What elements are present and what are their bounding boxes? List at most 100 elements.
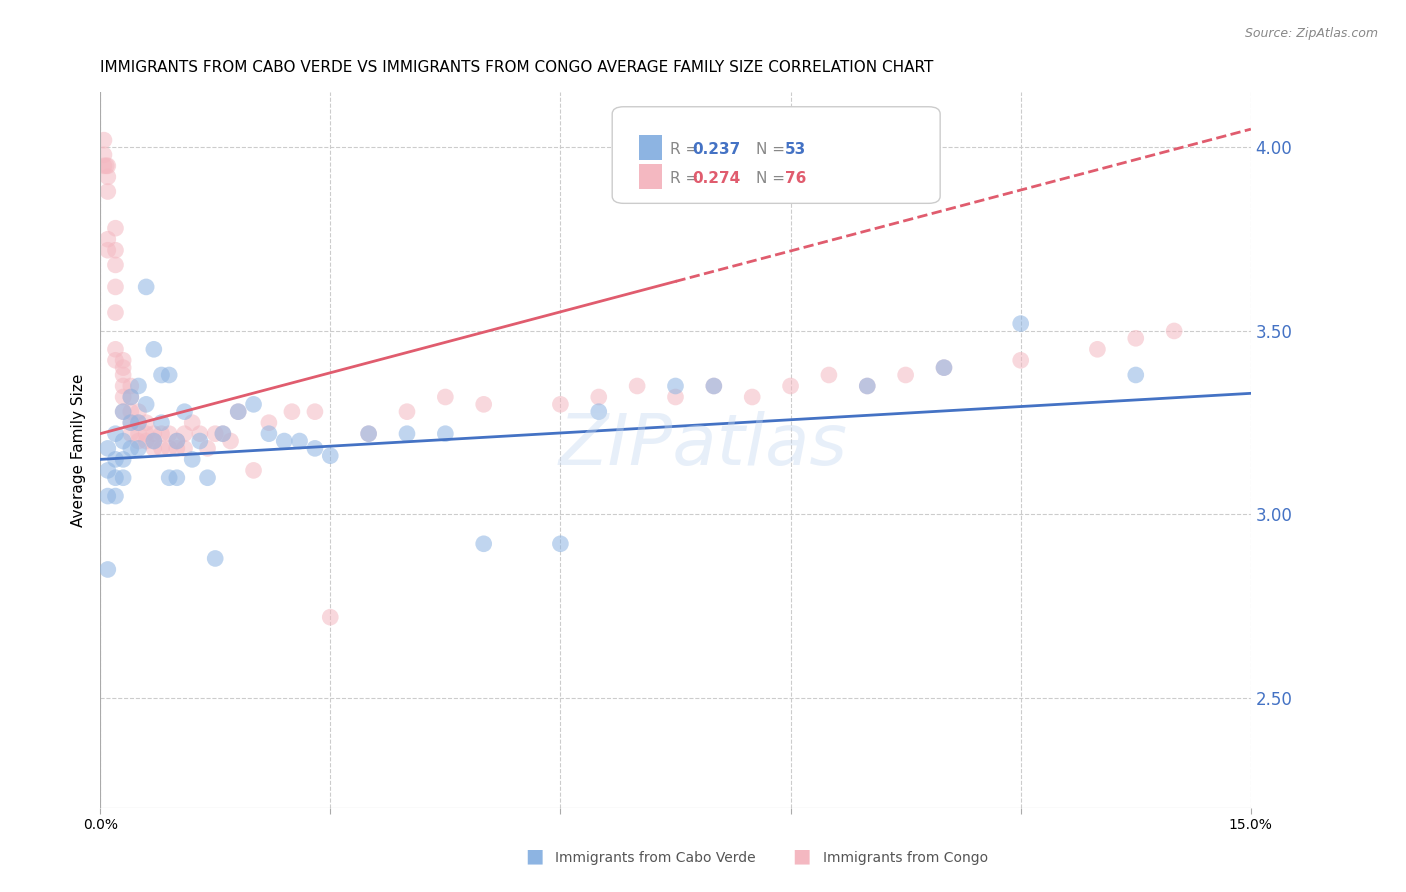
Point: [135, 397, 157, 411]
Point: [357, 426, 380, 441]
Bar: [638, 136, 662, 161]
Point: [281, 405, 304, 419]
Point: [120, 442, 142, 456]
Point: [157, 368, 180, 382]
Point: [472, 537, 495, 551]
Point: [226, 405, 249, 419]
Point: [97, 169, 120, 184]
Point: [104, 305, 127, 319]
Point: [120, 426, 142, 441]
Point: [157, 471, 180, 485]
Point: [127, 442, 149, 456]
Point: [588, 390, 610, 404]
Point: [135, 426, 157, 441]
Point: [932, 360, 955, 375]
Point: [112, 405, 135, 419]
Point: [166, 434, 188, 448]
Point: [97, 159, 120, 173]
Text: 76: 76: [785, 170, 806, 186]
Point: [127, 379, 149, 393]
Text: 0.274: 0.274: [693, 170, 741, 186]
Point: [1010, 353, 1032, 368]
Point: [550, 537, 572, 551]
Text: R =: R =: [669, 142, 703, 157]
Point: [166, 442, 188, 456]
Point: [1087, 343, 1109, 357]
Text: N =: N =: [756, 170, 790, 186]
Point: [97, 463, 120, 477]
Point: [127, 416, 149, 430]
Point: [357, 426, 380, 441]
Point: [197, 442, 219, 456]
Point: [96, 159, 118, 173]
FancyBboxPatch shape: [612, 107, 941, 203]
Point: [120, 416, 142, 430]
Point: [150, 416, 173, 430]
Point: [97, 489, 120, 503]
Point: [97, 562, 120, 576]
Point: [150, 368, 173, 382]
Point: [319, 449, 342, 463]
Point: [120, 390, 142, 404]
Point: [104, 452, 127, 467]
Text: ■: ■: [792, 847, 811, 865]
Point: [856, 379, 879, 393]
Point: [142, 434, 165, 448]
Point: [226, 405, 249, 419]
Text: Immigrants from Cabo Verde: Immigrants from Cabo Verde: [555, 851, 756, 865]
Point: [127, 416, 149, 430]
Point: [395, 405, 418, 419]
Point: [188, 434, 211, 448]
Text: Source: ZipAtlas.com: Source: ZipAtlas.com: [1244, 27, 1378, 40]
Point: [112, 434, 135, 448]
Point: [120, 379, 142, 393]
Point: [112, 405, 135, 419]
Point: [150, 426, 173, 441]
Point: [112, 353, 135, 368]
Point: [93, 159, 115, 173]
Point: [104, 353, 127, 368]
Point: [664, 379, 686, 393]
Point: [1125, 331, 1147, 345]
Point: [112, 360, 135, 375]
Point: [135, 434, 157, 448]
Point: [112, 452, 135, 467]
Point: [703, 379, 725, 393]
Point: [173, 442, 195, 456]
Text: N =: N =: [756, 142, 790, 157]
Point: [434, 426, 457, 441]
Point: [142, 426, 165, 441]
Point: [104, 426, 127, 441]
Point: [395, 426, 418, 441]
Point: [304, 442, 326, 456]
Point: [112, 379, 135, 393]
Point: [142, 434, 165, 448]
Point: [818, 368, 841, 382]
Text: ■: ■: [524, 847, 544, 865]
Point: [120, 390, 142, 404]
Text: R =: R =: [669, 170, 703, 186]
Point: [112, 390, 135, 404]
Point: [212, 426, 235, 441]
Point: [741, 390, 763, 404]
Point: [104, 489, 127, 503]
Point: [93, 133, 115, 147]
Point: [257, 416, 280, 430]
Point: [97, 244, 120, 258]
Point: [104, 343, 127, 357]
Point: [173, 405, 195, 419]
Point: [127, 405, 149, 419]
Point: [104, 258, 127, 272]
Point: [97, 442, 120, 456]
Point: [142, 442, 165, 456]
Point: [588, 405, 610, 419]
Point: [97, 232, 120, 246]
Text: IMMIGRANTS FROM CABO VERDE VS IMMIGRANTS FROM CONGO AVERAGE FAMILY SIZE CORRELAT: IMMIGRANTS FROM CABO VERDE VS IMMIGRANTS…: [100, 60, 934, 75]
Text: Immigrants from Congo: Immigrants from Congo: [823, 851, 987, 865]
Bar: [638, 164, 662, 189]
Point: [135, 280, 157, 294]
Point: [120, 405, 142, 419]
Point: [219, 434, 242, 448]
Point: [1125, 368, 1147, 382]
Point: [104, 221, 127, 235]
